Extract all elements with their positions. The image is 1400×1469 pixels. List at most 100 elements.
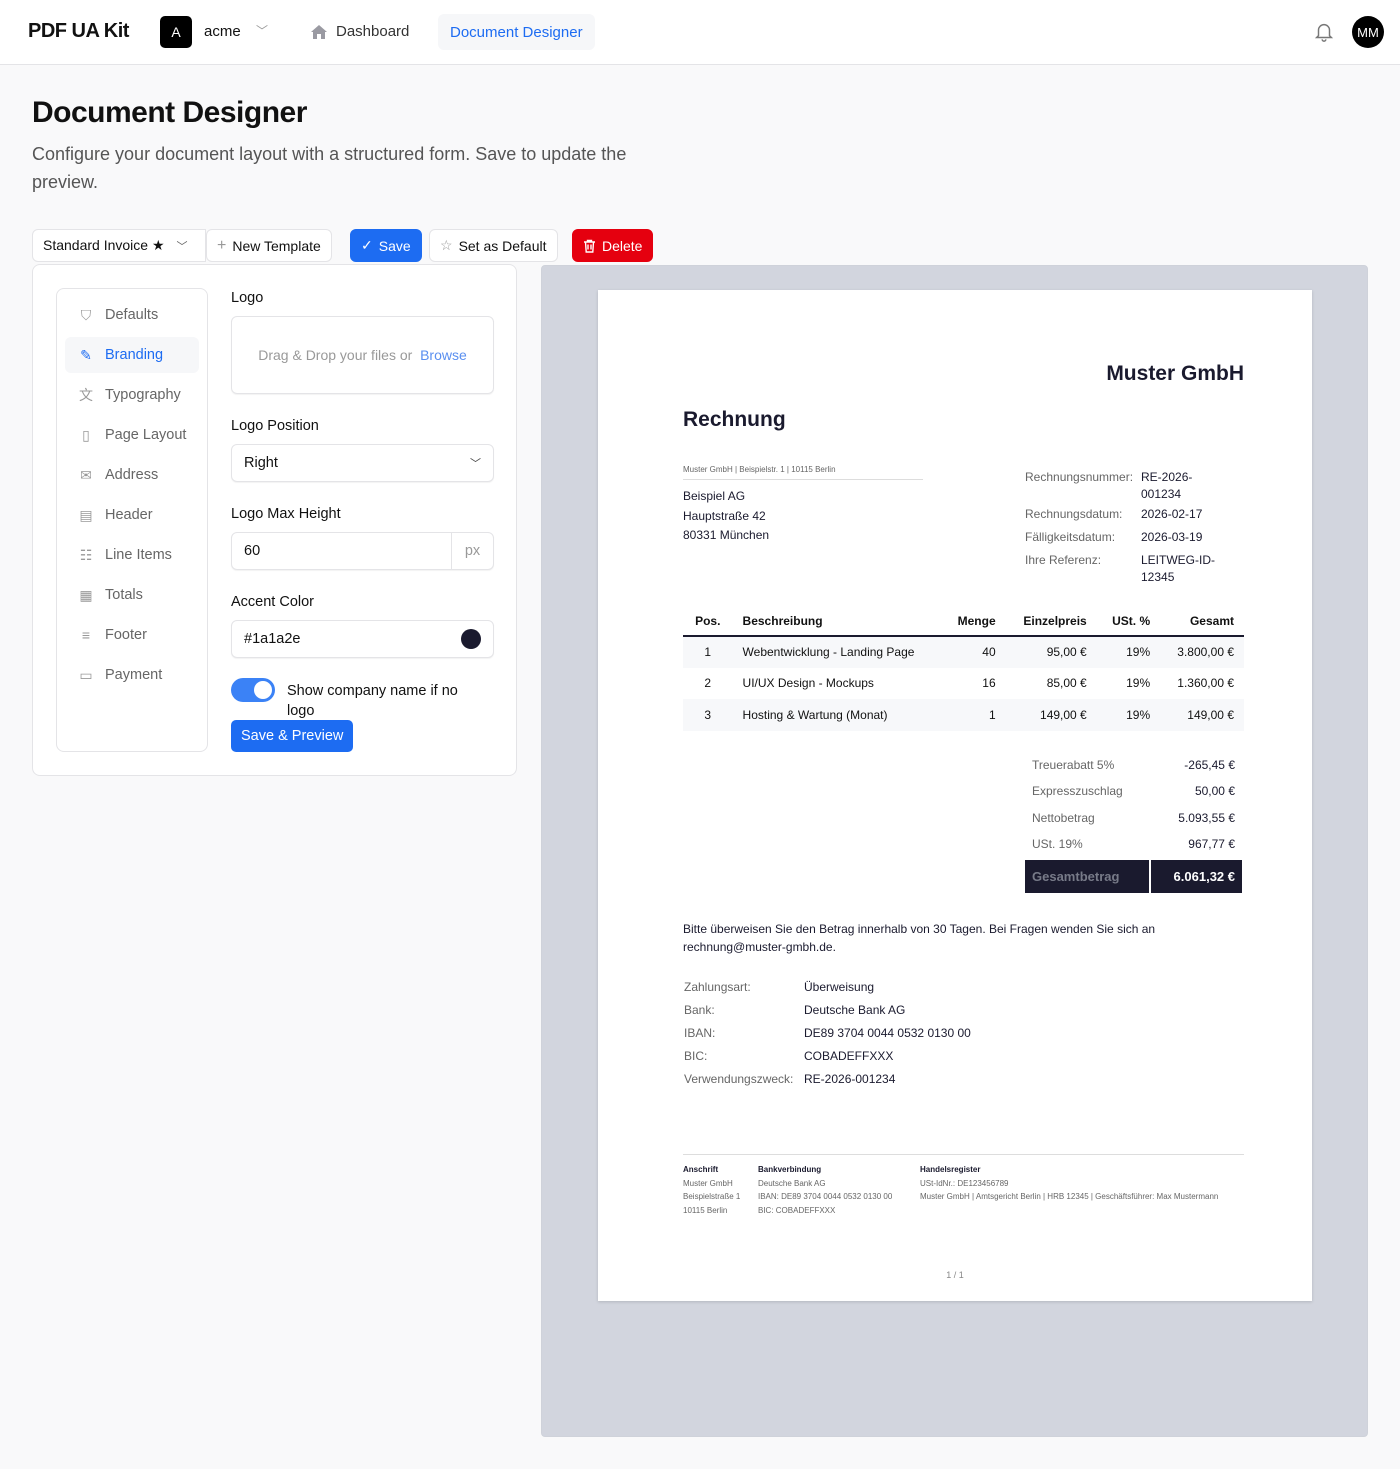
- total-value: -265,45 €: [1184, 758, 1235, 772]
- footer-line: BIC: COBADEFFXXX: [758, 1205, 836, 1215]
- meta-row: Ihre Referenz: LEITWEG-ID-12345: [1025, 549, 1231, 586]
- total-value: 5.093,55 €: [1178, 810, 1235, 825]
- sidebar-item-label: Totals: [105, 587, 143, 603]
- delete-button[interactable]: Delete: [572, 229, 654, 262]
- sidebar-item-label: Payment: [105, 667, 163, 683]
- footer-column: Anschrift Muster GmbH Beispielstraße 1 1011…: [683, 1163, 743, 1217]
- bell-icon[interactable]: [1313, 21, 1335, 43]
- table-cell: 3: [683, 699, 733, 731]
- logo-dropzone[interactable]: Drag & Drop your files or Browse: [231, 316, 494, 394]
- sidebar-item-header[interactable]: ▤ Header: [65, 497, 199, 533]
- lines-icon: ≡: [81, 627, 91, 643]
- sidebar-item-label: Branding: [105, 347, 164, 363]
- translate-icon: 文: [79, 387, 93, 403]
- address-line: 80331 München: [683, 528, 770, 542]
- brand-logo[interactable]: PDF UA Kit: [28, 20, 129, 42]
- sidebar-item-line-items[interactable]: ☷ Line Items: [65, 537, 199, 573]
- calculator-icon: ▦: [79, 586, 93, 603]
- sidebar-item-page-layout[interactable]: ▯ Page Layout: [65, 417, 199, 453]
- dropzone-text: Drag & Drop your files or: [258, 347, 417, 363]
- payment-row: BIC: COBADEFFXXX: [684, 1045, 971, 1068]
- toggle-label: Show company name if no logo: [287, 683, 458, 719]
- footer-line: 10115 Berlin: [683, 1205, 728, 1215]
- nav-dashboard[interactable]: Dashboard: [310, 23, 409, 40]
- meta-key: Rechnungsnummer:: [1025, 470, 1134, 484]
- save-preview-button[interactable]: Save & Preview: [231, 720, 354, 752]
- payment-details: Zahlungsart: Überweisung Bank: Deutsche Ban…: [684, 976, 971, 1091]
- table-cell: 1.360,00 €: [1177, 676, 1234, 691]
- set-default-button[interactable]: ☆ Set as Default: [429, 229, 558, 262]
- invoice-meta: Rechnungsnummer: RE-2026-001234 Rechnungsd…: [1025, 466, 1231, 586]
- payment-row: Bank: Deutsche Bank AG: [684, 999, 971, 1022]
- meta-row: Fälligkeitsdatum: 2026-03-19: [1025, 526, 1231, 549]
- meta-value: LEITWEG-ID-12345: [1141, 553, 1215, 584]
- footer-line: Beispielstraße 1: [683, 1192, 741, 1201]
- user-avatar[interactable]: MM: [1352, 16, 1384, 48]
- sidebar-item-payment[interactable]: ▭ Payment: [65, 657, 199, 693]
- meta-value: 2026-03-19: [1141, 530, 1203, 544]
- template-label: Standard Invoice ★: [43, 237, 165, 253]
- sidebar-item-address[interactable]: ✉ Address: [65, 457, 199, 493]
- logo-position-label: Logo Position: [231, 418, 319, 434]
- payment-key: Bank:: [684, 1003, 715, 1017]
- nav-document-designer[interactable]: Document Designer: [438, 14, 595, 50]
- chevron-down-icon: ﹀: [176, 240, 188, 253]
- save-button[interactable]: ✓ Save: [350, 229, 422, 262]
- meta-value: RE-2026-001234: [1141, 470, 1193, 501]
- table-cell: 95,00 €: [1005, 636, 1097, 668]
- select-value: Right: [244, 455, 278, 471]
- payment-value: DE89 3704 0044 0532 0130 00: [804, 1026, 971, 1040]
- max-height-input[interactable]: 60 px: [231, 532, 494, 570]
- plus-icon: +: [217, 236, 227, 254]
- sidebar-item-footer[interactable]: ≡ Footer: [65, 617, 199, 653]
- show-company-toggle[interactable]: [231, 678, 275, 702]
- footer-title: Handelsregister: [920, 1165, 981, 1174]
- sidebar-item-label: Line Items: [105, 547, 172, 563]
- accent-color-input[interactable]: #1a1a2e: [231, 620, 494, 658]
- star-icon: ☆: [440, 237, 453, 253]
- footer-column: Handelsregister USt-IdNr.: DE123456789 Mus…: [920, 1163, 1220, 1204]
- sidebar-item-typography[interactable]: 文 Typography: [65, 377, 199, 413]
- new-template-button[interactable]: + New Template: [206, 229, 332, 262]
- template-select[interactable]: Standard Invoice ★ ﹀: [32, 229, 206, 262]
- browse-link[interactable]: Browse: [420, 347, 467, 363]
- org-switcher[interactable]: acme: [204, 23, 241, 40]
- table-cell: 19%: [1096, 699, 1161, 731]
- footer-line: USt-IdNr.: DE123456789: [920, 1178, 1009, 1188]
- button-label: Save: [378, 237, 411, 254]
- footer-line: IBAN: DE89 3704 0044 0532 0130 00: [758, 1192, 893, 1201]
- table-cell: 1: [942, 699, 1006, 731]
- button-label: Set as Default: [458, 237, 547, 254]
- chevron-down-icon[interactable]: ﹀: [256, 24, 269, 38]
- line-items-table: Pos. Beschreibung Menge Einzelpreis USt. % Ge…: [683, 606, 1244, 731]
- payment-note: Bitte überweisen Sie den Betrag innerhal…: [683, 922, 1156, 954]
- table-cell: 16: [982, 676, 996, 691]
- meta-key: Ihre Referenz:: [1025, 553, 1102, 567]
- table-row: 1 Webentwicklung - Landing Page 40 95,00 €1…: [683, 636, 1244, 668]
- table-cell: Hosting & Wartung (Monat): [732, 699, 943, 731]
- payment-row: Verwendungszweck: RE-2026-001234: [684, 1068, 971, 1091]
- sidebar-item-totals[interactable]: ▦ Totals: [65, 577, 199, 613]
- total-label: Nettobetrag: [1032, 810, 1095, 825]
- footer-title: Anschrift: [683, 1165, 719, 1174]
- sidebar-item-defaults[interactable]: ⛉ Defaults: [65, 297, 199, 333]
- total-label: USt. 19%: [1032, 836, 1083, 851]
- logo-position-select[interactable]: Right ﹀: [231, 444, 494, 482]
- address-line: Hauptstraße 42: [683, 508, 766, 523]
- file-text-icon: ▤: [79, 506, 93, 523]
- total-row: USt. 19% 967,77 €: [1025, 837, 1242, 851]
- grand-total-value: 6.061,32 €: [1151, 860, 1242, 893]
- color-swatch[interactable]: [461, 629, 481, 649]
- invoice-page: Muster GmbH Rechnung Muster GmbH | Beisp…: [598, 290, 1312, 1301]
- page-subtitle: Configure your document layout with a st…: [32, 144, 627, 192]
- grand-total-label: Gesamtbetrag: [1025, 860, 1149, 893]
- total-label: Expresszuschlag: [1032, 784, 1123, 799]
- org-avatar[interactable]: A: [160, 16, 192, 48]
- meta-value: 2026-02-17: [1141, 507, 1203, 521]
- sidebar-item-label: Footer: [105, 627, 147, 643]
- meta-row: Rechnungsdatum: 2026-02-17: [1025, 503, 1231, 526]
- banknote-icon: ▭: [79, 666, 93, 683]
- total-value: 967,77 €: [1188, 836, 1235, 851]
- sidebar-item-branding[interactable]: ✎ Branding: [65, 337, 199, 373]
- payment-value: COBADEFFXXX: [804, 1049, 894, 1063]
